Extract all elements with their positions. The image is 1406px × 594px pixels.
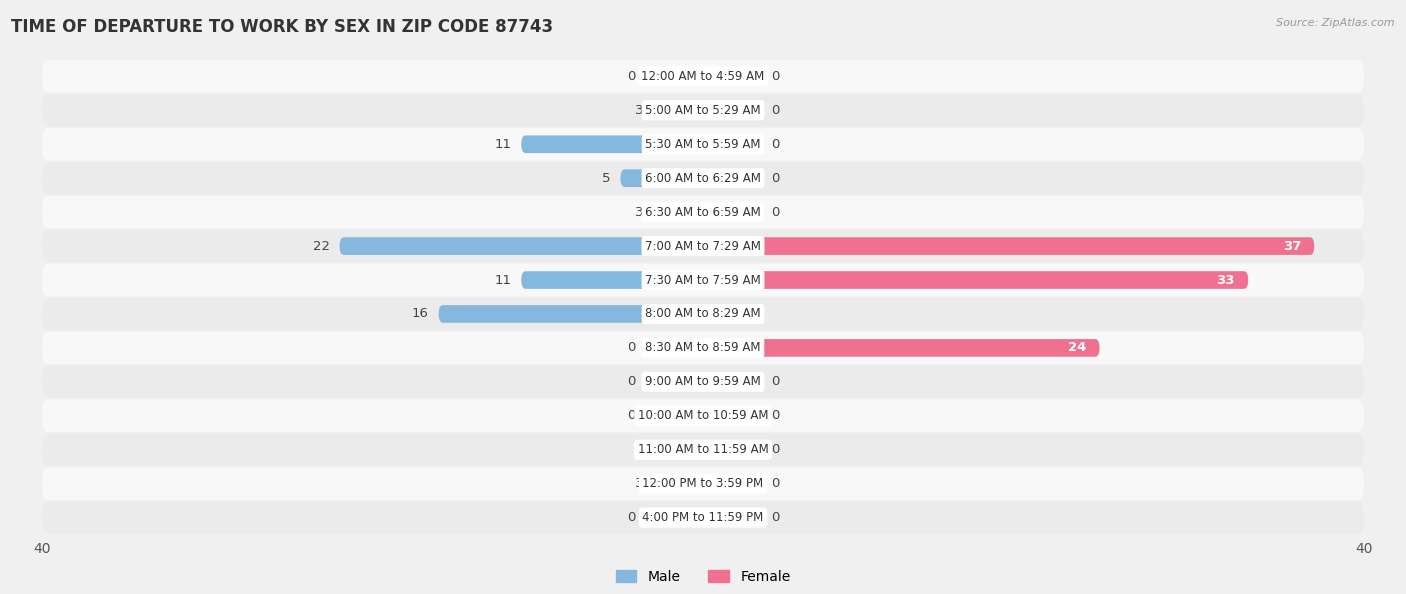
- Text: 24: 24: [1069, 342, 1087, 355]
- FancyBboxPatch shape: [645, 373, 703, 391]
- Text: 9:00 AM to 9:59 AM: 9:00 AM to 9:59 AM: [645, 375, 761, 388]
- Text: 5:00 AM to 5:29 AM: 5:00 AM to 5:29 AM: [645, 104, 761, 117]
- FancyBboxPatch shape: [42, 434, 1364, 466]
- Text: 0: 0: [770, 409, 779, 422]
- Text: 4:00 PM to 11:59 PM: 4:00 PM to 11:59 PM: [643, 511, 763, 524]
- Text: 0: 0: [627, 511, 636, 524]
- Text: 8:00 AM to 8:29 AM: 8:00 AM to 8:29 AM: [645, 308, 761, 321]
- FancyBboxPatch shape: [42, 128, 1364, 160]
- FancyBboxPatch shape: [42, 162, 1364, 194]
- FancyBboxPatch shape: [645, 407, 703, 425]
- Text: 0: 0: [770, 206, 779, 219]
- FancyBboxPatch shape: [703, 102, 761, 119]
- Text: 6:00 AM to 6:29 AM: 6:00 AM to 6:29 AM: [645, 172, 761, 185]
- Text: 11: 11: [495, 273, 512, 286]
- FancyBboxPatch shape: [686, 441, 703, 459]
- Text: 3: 3: [636, 477, 644, 490]
- Text: 3: 3: [636, 104, 644, 117]
- Text: 6:30 AM to 6:59 AM: 6:30 AM to 6:59 AM: [645, 206, 761, 219]
- Text: 7:30 AM to 7:59 AM: 7:30 AM to 7:59 AM: [645, 273, 761, 286]
- Text: 16: 16: [412, 308, 429, 321]
- Text: 12:00 PM to 3:59 PM: 12:00 PM to 3:59 PM: [643, 477, 763, 490]
- FancyBboxPatch shape: [703, 339, 1099, 357]
- Text: 0: 0: [770, 477, 779, 490]
- FancyBboxPatch shape: [42, 298, 1364, 330]
- Text: 3: 3: [636, 206, 644, 219]
- FancyBboxPatch shape: [645, 68, 703, 85]
- Text: 10:00 AM to 10:59 AM: 10:00 AM to 10:59 AM: [638, 409, 768, 422]
- Text: 37: 37: [1282, 239, 1301, 252]
- FancyBboxPatch shape: [522, 135, 703, 153]
- Text: 0: 0: [770, 375, 779, 388]
- FancyBboxPatch shape: [42, 331, 1364, 364]
- Text: 0: 0: [627, 375, 636, 388]
- FancyBboxPatch shape: [645, 509, 703, 526]
- FancyBboxPatch shape: [703, 68, 761, 85]
- FancyBboxPatch shape: [703, 373, 761, 391]
- Text: 0: 0: [770, 443, 779, 456]
- FancyBboxPatch shape: [703, 271, 1249, 289]
- Text: 1: 1: [668, 443, 676, 456]
- Text: 11:00 AM to 11:59 AM: 11:00 AM to 11:59 AM: [638, 443, 768, 456]
- Text: 12:00 AM to 4:59 AM: 12:00 AM to 4:59 AM: [641, 70, 765, 83]
- FancyBboxPatch shape: [42, 400, 1364, 432]
- Legend: Male, Female: Male, Female: [610, 564, 796, 589]
- FancyBboxPatch shape: [703, 203, 761, 221]
- FancyBboxPatch shape: [42, 467, 1364, 500]
- Text: 0: 0: [770, 172, 779, 185]
- FancyBboxPatch shape: [42, 501, 1364, 534]
- FancyBboxPatch shape: [522, 271, 703, 289]
- Text: 0: 0: [627, 70, 636, 83]
- Text: 2: 2: [747, 308, 755, 321]
- Text: 5: 5: [602, 172, 610, 185]
- FancyBboxPatch shape: [339, 237, 703, 255]
- FancyBboxPatch shape: [703, 407, 761, 425]
- Text: 0: 0: [770, 138, 779, 151]
- FancyBboxPatch shape: [42, 94, 1364, 127]
- Text: 0: 0: [770, 70, 779, 83]
- Text: 7:00 AM to 7:29 AM: 7:00 AM to 7:29 AM: [645, 239, 761, 252]
- Text: 0: 0: [770, 511, 779, 524]
- FancyBboxPatch shape: [654, 203, 703, 221]
- FancyBboxPatch shape: [42, 196, 1364, 229]
- FancyBboxPatch shape: [42, 60, 1364, 93]
- FancyBboxPatch shape: [42, 264, 1364, 296]
- FancyBboxPatch shape: [703, 441, 761, 459]
- FancyBboxPatch shape: [42, 365, 1364, 398]
- FancyBboxPatch shape: [654, 475, 703, 492]
- Text: Source: ZipAtlas.com: Source: ZipAtlas.com: [1277, 18, 1395, 28]
- Text: 33: 33: [1216, 273, 1234, 286]
- Text: 0: 0: [770, 104, 779, 117]
- FancyBboxPatch shape: [620, 169, 703, 187]
- Text: 11: 11: [495, 138, 512, 151]
- FancyBboxPatch shape: [703, 475, 761, 492]
- FancyBboxPatch shape: [654, 102, 703, 119]
- Text: TIME OF DEPARTURE TO WORK BY SEX IN ZIP CODE 87743: TIME OF DEPARTURE TO WORK BY SEX IN ZIP …: [11, 18, 554, 36]
- FancyBboxPatch shape: [703, 305, 737, 323]
- FancyBboxPatch shape: [703, 135, 761, 153]
- Text: 0: 0: [627, 409, 636, 422]
- FancyBboxPatch shape: [703, 509, 761, 526]
- Text: 0: 0: [627, 342, 636, 355]
- FancyBboxPatch shape: [42, 230, 1364, 263]
- FancyBboxPatch shape: [645, 339, 703, 357]
- Text: 8:30 AM to 8:59 AM: 8:30 AM to 8:59 AM: [645, 342, 761, 355]
- Text: 22: 22: [312, 239, 329, 252]
- FancyBboxPatch shape: [703, 237, 1315, 255]
- FancyBboxPatch shape: [703, 169, 761, 187]
- FancyBboxPatch shape: [439, 305, 703, 323]
- Text: 5:30 AM to 5:59 AM: 5:30 AM to 5:59 AM: [645, 138, 761, 151]
